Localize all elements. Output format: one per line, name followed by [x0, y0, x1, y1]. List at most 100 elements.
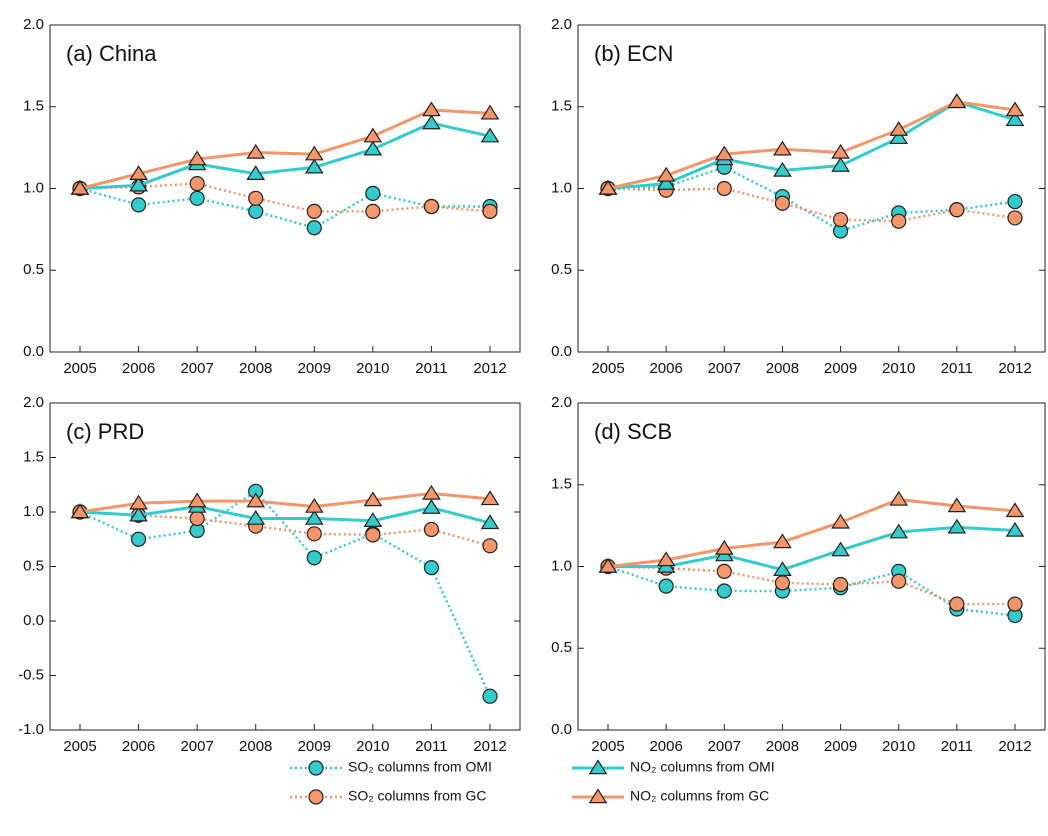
legend-label: SO₂ columns from GC: [348, 788, 486, 804]
x-tick-label: 2005: [591, 360, 624, 377]
circle-marker: [306, 526, 322, 542]
circle-marker: [306, 220, 322, 236]
triangle-marker: [304, 145, 324, 161]
triangle-marker: [656, 166, 676, 182]
series-line: [608, 525, 1016, 572]
x-tick-label: 2007: [708, 738, 741, 755]
panel: 0.0 0.5 1.0 1.5 2.0 2005 2006 2007 2008 2009 2010 2…: [551, 16, 1046, 377]
x-tick-label: 2008: [766, 360, 799, 377]
triangle-marker: [773, 561, 792, 576]
x-tick-label: 2007: [180, 360, 213, 377]
y-tick-label: 0.5: [551, 261, 572, 278]
triangle-marker: [363, 491, 383, 507]
triangle-marker: [831, 143, 850, 159]
x-tick-label: 2010: [882, 738, 915, 755]
triangle-marker: [129, 506, 148, 522]
circle-marker: [130, 531, 147, 547]
triangle-marker: [831, 541, 850, 557]
circle-marker: [306, 550, 322, 566]
triangle-marker: [363, 512, 383, 527]
y-tick-label: 2.0: [23, 394, 44, 411]
y-tick-label: 1.5: [23, 448, 44, 465]
legend-marker: [308, 789, 324, 805]
circle-marker: [774, 575, 791, 591]
triangle-marker: [598, 557, 618, 573]
x-tick-label: 2005: [591, 738, 624, 755]
x-tick-label: 2009: [298, 738, 331, 755]
x-tick-label: 2005: [63, 360, 96, 377]
panel: 0.0 0.5 1.0 1.5 2.0 2005 2006 2007 2008 2009 2010 2…: [23, 16, 521, 377]
x-tick-label: 2009: [298, 360, 331, 377]
circle-marker: [832, 576, 849, 593]
x-tick-label: 2008: [239, 360, 272, 377]
series-line: [79, 108, 491, 190]
y-tick-label: 0.5: [551, 639, 572, 656]
triangle-marker: [480, 104, 500, 120]
triangle-marker: [947, 518, 967, 534]
legend-marker: [588, 759, 608, 775]
circle-marker: [248, 203, 264, 219]
triangle-marker: [422, 499, 441, 514]
legend-marker: [588, 788, 608, 804]
triangle-marker: [773, 140, 792, 156]
x-tick-label: 2011: [415, 360, 447, 377]
triangle-marker: [889, 523, 909, 539]
x-tick-label: 2009: [824, 360, 857, 377]
circle-marker: [365, 527, 381, 543]
circle-marker: [716, 563, 732, 580]
circle-marker: [1007, 596, 1023, 612]
circle-marker: [891, 573, 907, 589]
series-line: [79, 491, 491, 514]
y-tick-label: 0.0: [23, 343, 44, 360]
y-tick-label: 0.5: [23, 261, 44, 278]
triangle-marker: [714, 145, 734, 161]
series-line: [79, 182, 491, 213]
triangle-marker: [70, 503, 90, 519]
circle-marker: [949, 202, 965, 218]
triangle-marker: [246, 509, 266, 525]
series-line: [607, 565, 1016, 617]
y-tick-label: 1.0: [551, 557, 572, 574]
circle-marker: [832, 211, 849, 228]
triangle-marker: [889, 129, 909, 145]
series-line: [79, 121, 491, 190]
triangle-marker: [656, 551, 676, 567]
x-tick-label: 2012: [998, 360, 1031, 377]
triangle-marker: [598, 179, 618, 195]
circle-marker: [189, 175, 205, 192]
triangle-marker: [656, 174, 676, 190]
x-tick-label: 2012: [998, 738, 1031, 755]
triangle-marker: [714, 539, 734, 555]
y-tick-label: 1.5: [551, 98, 572, 115]
triangle-marker: [187, 492, 207, 508]
x-tick-label: 2011: [415, 738, 447, 755]
circle-marker: [716, 180, 732, 197]
series-line: [607, 497, 1016, 568]
y-tick-label: 2.0: [551, 16, 572, 33]
y-tick-label: 1.0: [551, 179, 572, 196]
triangle-marker: [889, 490, 909, 506]
x-tick-label: 2011: [941, 738, 973, 755]
circle-marker: [716, 583, 732, 599]
circle-marker: [482, 688, 498, 704]
triangle-marker: [831, 513, 850, 529]
legend: SO₂ columns from OMI SO₂ columns from GC N…: [290, 759, 775, 805]
series-line: [79, 187, 490, 230]
x-tick-label: 2006: [649, 360, 682, 377]
circle-marker: [423, 521, 440, 538]
triangle-marker: [129, 165, 148, 181]
triangle-marker: [1005, 101, 1025, 117]
circle-marker: [658, 578, 674, 594]
x-tick-label: 2009: [824, 738, 857, 755]
x-tick-label: 2005: [63, 738, 96, 755]
circle-marker: [365, 203, 381, 219]
circle-marker: [891, 213, 907, 229]
triangle-marker: [422, 484, 441, 500]
triangle-marker: [889, 121, 909, 136]
triangle-marker: [773, 533, 792, 549]
legend-marker: [308, 760, 324, 776]
circle-marker: [423, 559, 440, 576]
y-tick-label: -0.5: [18, 666, 44, 683]
triangle-marker: [363, 140, 383, 156]
